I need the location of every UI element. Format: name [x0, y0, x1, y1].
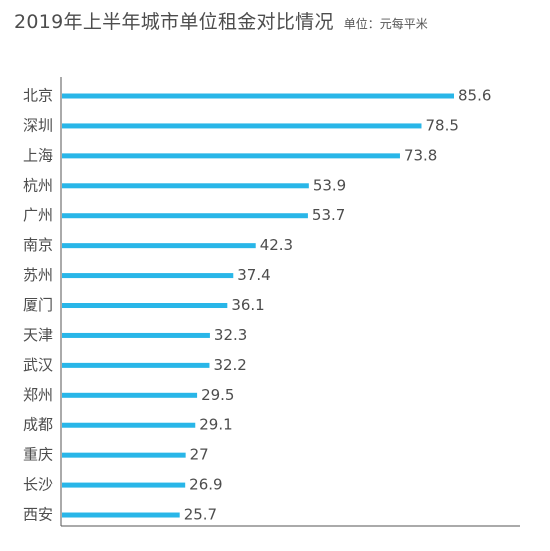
value-label: 37.4 — [237, 266, 270, 284]
bar — [62, 303, 228, 309]
bar — [62, 153, 400, 159]
value-label: 29.1 — [199, 416, 232, 434]
value-label: 27 — [190, 446, 209, 464]
value-label: 32.3 — [214, 326, 247, 344]
value-label: 29.5 — [201, 386, 234, 404]
category-label: 郑州 — [23, 386, 53, 404]
chart-title: 2019年上半年城市单位租金对比情况 — [14, 11, 334, 33]
bar — [62, 332, 210, 338]
bar — [62, 243, 256, 249]
bar — [62, 422, 196, 428]
value-label: 85.6 — [458, 87, 491, 105]
bar — [62, 362, 210, 368]
category-label: 北京 — [23, 87, 53, 105]
value-label: 26.9 — [189, 476, 222, 494]
category-label: 深圳 — [23, 116, 53, 134]
value-label: 25.7 — [184, 506, 217, 524]
bar — [62, 512, 180, 518]
unit-label: 单位：元每平米 — [343, 17, 428, 31]
category-label: 成都 — [23, 416, 53, 434]
bar — [62, 213, 308, 219]
bar — [62, 273, 234, 279]
bar — [62, 93, 454, 99]
category-label: 厦门 — [23, 296, 53, 314]
value-label: 42.3 — [260, 236, 293, 254]
bar — [62, 123, 422, 129]
value-label: 32.2 — [213, 356, 246, 374]
bar — [62, 183, 309, 189]
category-label: 长沙 — [23, 476, 53, 494]
value-label: 73.8 — [404, 146, 437, 164]
value-label: 36.1 — [231, 296, 264, 314]
bar — [62, 452, 186, 458]
category-label: 重庆 — [23, 446, 53, 464]
category-label: 苏州 — [23, 266, 53, 284]
category-label: 武汉 — [23, 356, 53, 374]
title-row: 2019年上半年城市单位租金对比情况 单位：元每平米 — [14, 7, 428, 34]
category-label: 广州 — [23, 206, 53, 224]
category-label: 天津 — [23, 326, 53, 344]
category-label: 杭州 — [23, 176, 53, 194]
category-label: 西安 — [23, 506, 53, 524]
value-label: 53.9 — [313, 176, 346, 194]
bar — [62, 392, 198, 398]
category-label: 上海 — [23, 146, 53, 164]
category-label: 南京 — [23, 236, 53, 254]
value-label: 78.5 — [425, 116, 458, 134]
bar — [62, 482, 186, 488]
value-label: 53.7 — [312, 206, 345, 224]
